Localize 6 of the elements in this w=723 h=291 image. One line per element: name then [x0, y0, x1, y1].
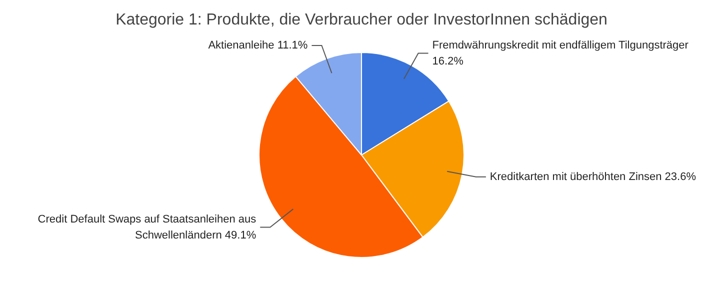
chart-title: Kategorie 1: Produkte, die Verbraucher oder InvestorInnen schädigen — [116, 11, 608, 28]
slice-label: Kreditkarten mit überhöhten Zinsen 23.6% — [490, 170, 696, 183]
slice-label: Fremdwährungskredit mit endfälligem Tilgungsträger — [432, 39, 689, 52]
slice-label: Aktienanleihe 11.1% — [208, 40, 308, 52]
slice-label: Credit Default Swaps auf Staatsanleihen aus Schwellenländern 49.1% — [38, 213, 257, 242]
data-label: 16.2% — [432, 55, 464, 68]
